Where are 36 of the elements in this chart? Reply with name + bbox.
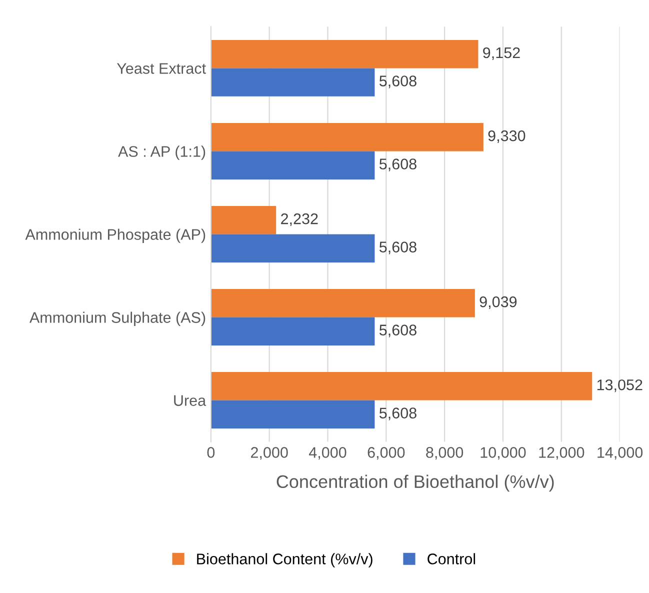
data-label: 9,330 (488, 130, 526, 144)
y-tick-label: Ammonium Sulphate (AS) (29, 312, 206, 326)
x-tick-label: 4,000 (308, 447, 346, 460)
x-tick-label: 12,000 (539, 447, 584, 460)
data-label: 5,608 (379, 324, 416, 338)
data-label: 9,039 (480, 296, 517, 310)
data-label: 2,232 (281, 213, 318, 226)
x-axis-title: Concentration of Bioethanol (%v/v) (276, 474, 554, 492)
x-tick-label: 14,000 (598, 447, 643, 460)
bar (210, 400, 375, 428)
bar (210, 206, 276, 234)
y-tick-label: AS : AP (1:1) (118, 146, 206, 160)
bar (210, 234, 375, 262)
bar (210, 68, 375, 96)
x-tick-label: 2,000 (250, 447, 288, 460)
bar (210, 151, 375, 180)
x-tick-label: 10,000 (480, 447, 526, 460)
y-tick-label: Yeast Extract (116, 63, 206, 74)
data-label: 13,052 (597, 379, 642, 392)
data-label: 5,608 (379, 76, 416, 88)
legend-label: Bioethanol Content (%v/v) (197, 553, 372, 568)
bar (210, 122, 484, 152)
y-tick-label: Ammonium Phospate (AP) (25, 228, 206, 243)
bar (210, 372, 592, 400)
data-label: 5,608 (379, 242, 416, 254)
bar (210, 317, 375, 346)
x-tick-label: 0 (207, 447, 215, 458)
data-label: 5,608 (379, 158, 416, 172)
data-label: 5,608 (379, 408, 416, 420)
x-tick-label: 6,000 (368, 447, 405, 460)
y-tick-label: Urea (174, 395, 206, 406)
data-label: 9,152 (483, 47, 520, 60)
bar (210, 289, 475, 318)
bar (210, 40, 478, 68)
x-tick-label: 8,000 (426, 447, 464, 460)
legend-label: Control (428, 553, 476, 564)
